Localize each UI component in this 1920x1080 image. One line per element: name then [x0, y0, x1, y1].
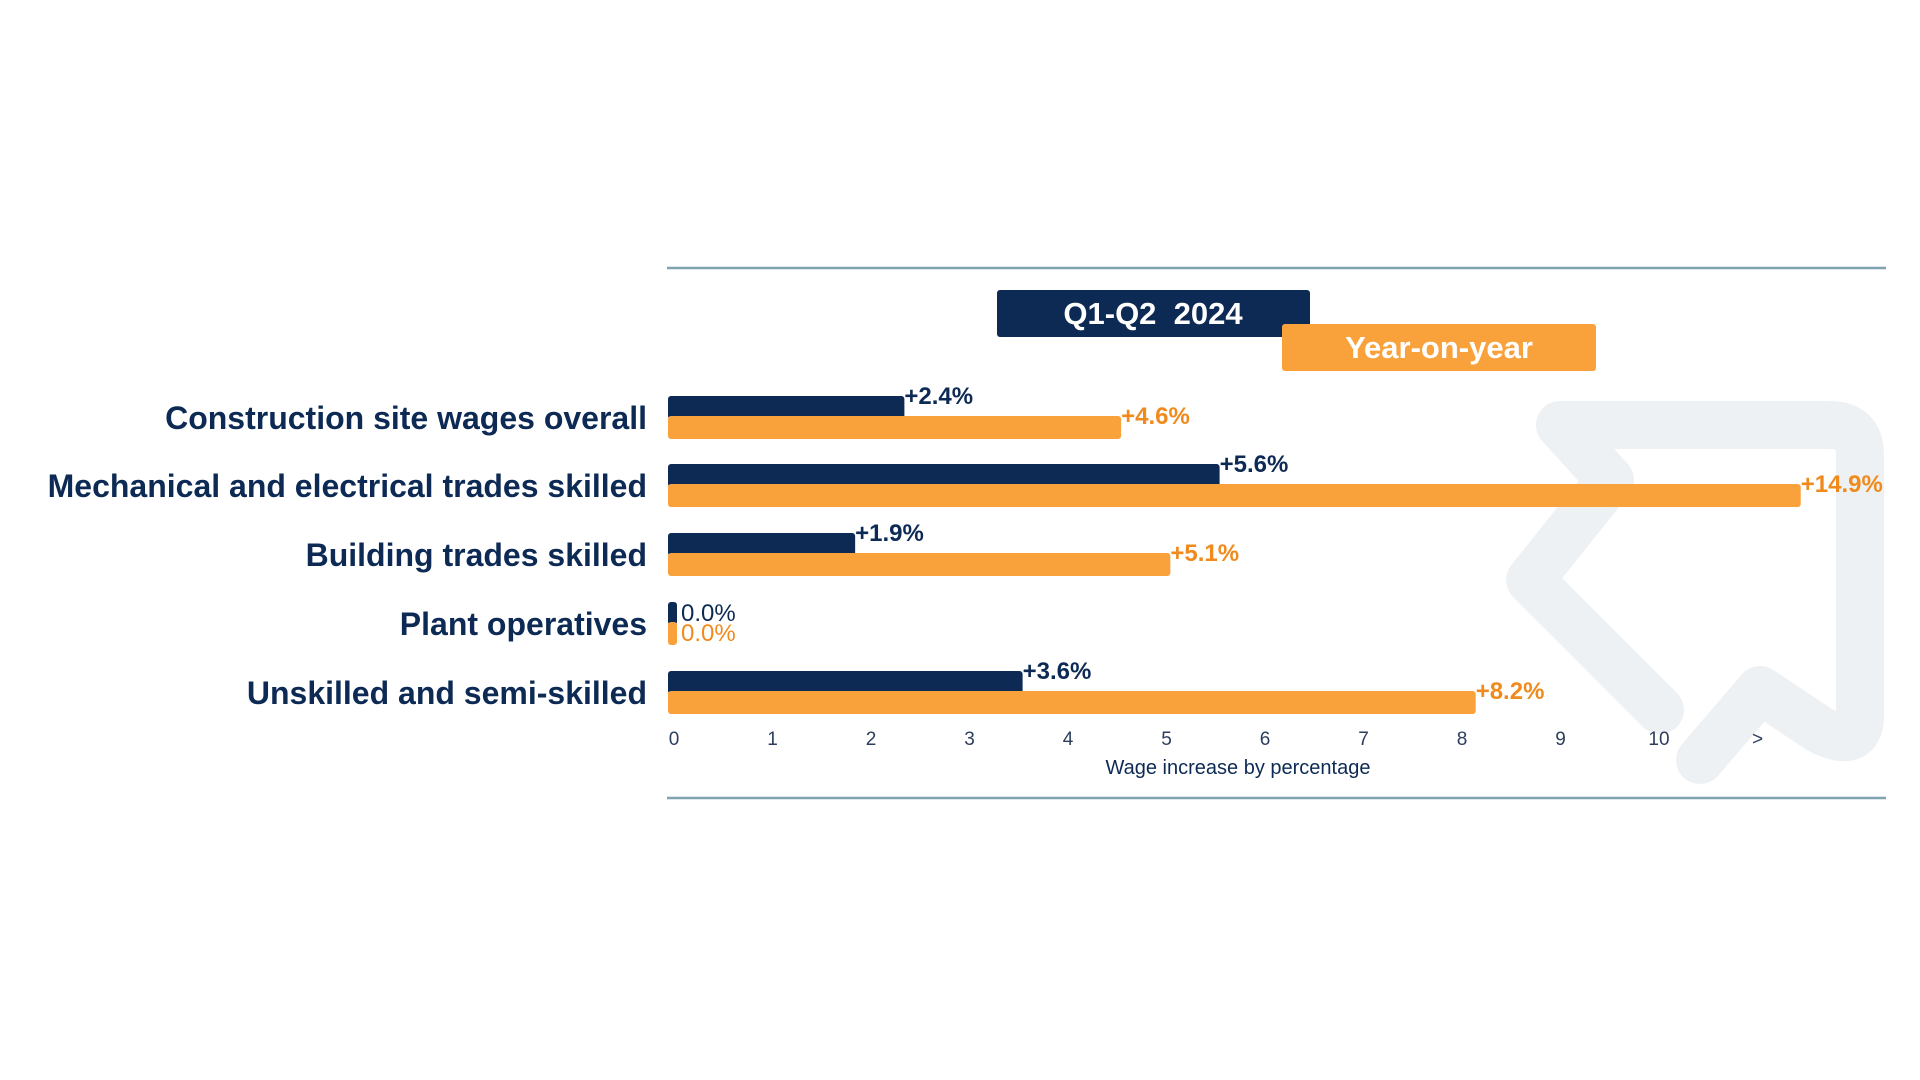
yoy-value-label: +5.1% — [1170, 540, 1239, 567]
yoy-bar — [668, 416, 1122, 439]
category-label: Mechanical and electrical trades skilled — [48, 468, 647, 504]
q1q2-bar — [668, 533, 856, 556]
q1q2-value-label: 0.0% — [681, 600, 736, 627]
legend-yoy-box — [1282, 324, 1596, 371]
yoy-bar — [668, 484, 1801, 507]
legend: Q1-Q2 2024 Year-on-year — [997, 290, 1596, 371]
x-tick-label: 2 — [866, 729, 877, 750]
x-tick-label: 8 — [1457, 729, 1468, 750]
x-tick-label: > — [1752, 729, 1763, 750]
x-tick-label: 5 — [1161, 729, 1172, 750]
legend-q1q2-label: Q1-Q2 2024 — [1063, 296, 1243, 331]
x-axis-label: Wage increase by percentage — [1106, 757, 1371, 779]
legend-yoy-label: Year-on-year — [1345, 330, 1533, 365]
category-label: Building trades skilled — [306, 537, 647, 573]
yoy-bar — [668, 691, 1476, 714]
q1q2-value-label: +1.9% — [855, 520, 924, 547]
q1q2-value-label: +5.6% — [1220, 451, 1289, 478]
x-tick-label: 10 — [1648, 729, 1669, 750]
x-tick-label: 6 — [1260, 729, 1271, 750]
x-tick-label: 1 — [767, 729, 778, 750]
yoy-value-label: +8.2% — [1476, 678, 1545, 705]
category-label: Construction site wages overall — [165, 400, 647, 436]
legend-q1q2-box — [997, 290, 1310, 337]
yoy-bar — [668, 622, 677, 645]
q1q2-value-label: +3.6% — [1023, 658, 1092, 685]
q1q2-bar — [668, 602, 677, 625]
yoy-bar — [668, 553, 1171, 576]
watermark-arrow-icon — [1506, 401, 1884, 784]
x-tick-label: 0 — [669, 729, 680, 750]
q1q2-bar — [668, 671, 1023, 694]
yoy-value-label: +4.6% — [1121, 403, 1190, 430]
q1q2-bar — [668, 464, 1220, 487]
x-tick-label: 4 — [1063, 729, 1074, 750]
x-tick-label: 3 — [964, 729, 975, 750]
q1q2-value-label: +2.4% — [904, 383, 973, 410]
x-tick-label: 9 — [1555, 729, 1566, 750]
yoy-value-label: 0.0% — [681, 620, 736, 647]
yoy-value-label: +14.9% — [1801, 471, 1883, 498]
category-label: Plant operatives — [400, 606, 647, 642]
q1q2-bar — [668, 396, 905, 419]
category-label: Unskilled and semi-skilled — [247, 675, 647, 711]
x-tick-label: 7 — [1358, 729, 1369, 750]
